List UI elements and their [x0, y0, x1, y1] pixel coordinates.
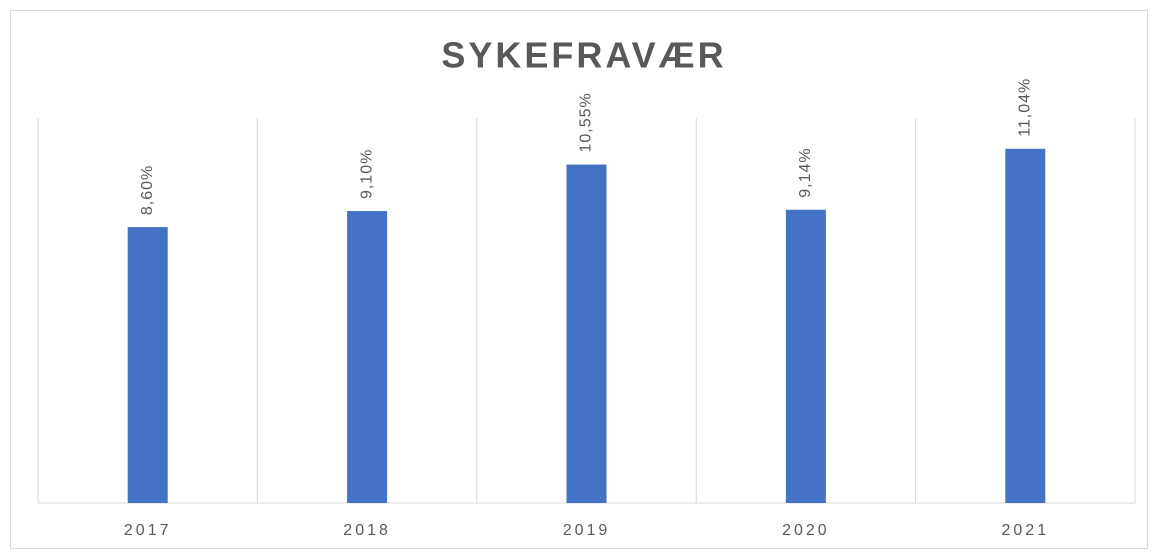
x-tick-label: 2021 — [1002, 522, 1050, 539]
x-tick-label: 2019 — [563, 522, 611, 539]
data-label: 10,55% — [578, 92, 595, 152]
x-tick-label: 2017 — [124, 522, 172, 539]
bar — [127, 227, 168, 504]
data-label: 11,04% — [1017, 78, 1034, 137]
bar — [1005, 148, 1046, 504]
data-label: 8,60% — [139, 165, 156, 215]
chart-title: SYKEFRAVÆR — [441, 35, 726, 76]
bar — [785, 209, 826, 503]
x-tick-label: 2020 — [782, 522, 830, 539]
x-tick-label: 2018 — [343, 522, 391, 539]
data-label: 9,10% — [358, 149, 375, 199]
data-label: 9,14% — [797, 147, 814, 197]
bar — [566, 164, 607, 504]
bar — [347, 211, 388, 503]
